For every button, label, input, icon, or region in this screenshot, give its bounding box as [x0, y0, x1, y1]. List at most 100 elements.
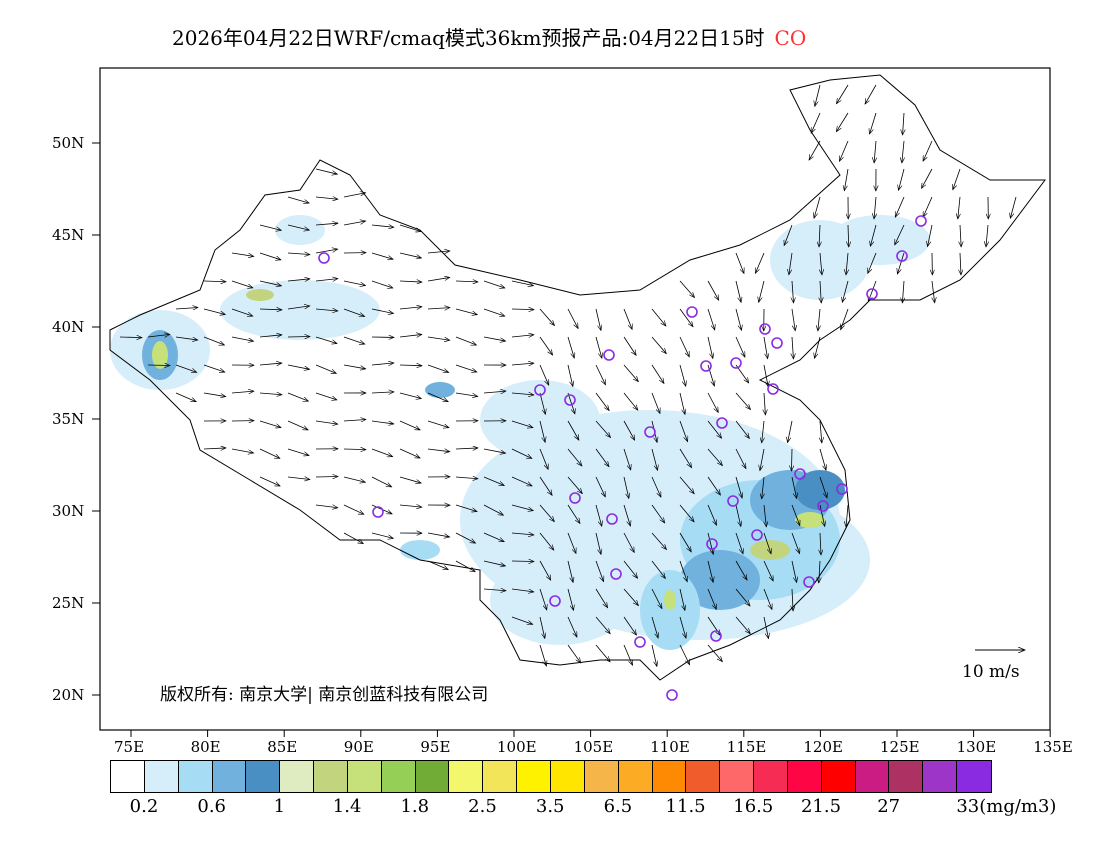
wind-arrow [371, 420, 394, 424]
wind-arrow [792, 336, 793, 359]
wind-scale-label: 10 m/s [962, 662, 1020, 682]
concentration-patch [664, 590, 676, 610]
wind-arrow [399, 252, 421, 258]
wind-arrow [511, 420, 533, 428]
wind-arrow [371, 532, 393, 538]
wind-arrow [836, 84, 849, 104]
wind-arrow [343, 364, 366, 369]
wind-arrow [455, 281, 478, 282]
wind-arrow [764, 504, 766, 527]
lat-tick-label: 30N [52, 502, 85, 520]
colorbar-swatch [754, 761, 788, 792]
wind-arrow [760, 448, 765, 471]
lon-tick-label: 120E [803, 738, 843, 756]
wind-arrow [539, 644, 546, 666]
city-marker [706, 538, 718, 550]
wind-arrow [679, 392, 685, 414]
wind-arrow [175, 307, 198, 309]
wind-arrow [343, 419, 366, 421]
concentration-patch [152, 341, 168, 369]
wind-arrow [960, 224, 961, 247]
wind-arrow [651, 560, 665, 578]
wind-arrow [707, 588, 716, 609]
wind-arrow [315, 197, 338, 199]
city-marker [794, 468, 806, 480]
concentration-patch [275, 215, 325, 245]
wind-arrow [839, 140, 849, 161]
wind-arrow [539, 560, 551, 580]
wind-arrow [902, 280, 904, 303]
wind-arrow [679, 280, 695, 298]
wind-arrow [844, 168, 849, 191]
city-marker [836, 483, 848, 495]
wind-arrow [203, 448, 226, 449]
wind-arrow [762, 476, 764, 499]
wind-arrow [315, 476, 338, 477]
wind-arrow [287, 420, 308, 431]
wind-arrow [427, 364, 449, 372]
wind-arrow [287, 477, 310, 479]
wind-arrow [511, 309, 534, 310]
wind-arrow [567, 560, 573, 582]
city-marker [603, 349, 615, 361]
colorbar-swatch [483, 761, 518, 792]
wind-arrow [539, 336, 553, 355]
wind-arrow [511, 561, 534, 562]
wind-arrow [539, 448, 548, 469]
wind-arrow [931, 280, 935, 303]
lon-tick-label: 130E [956, 738, 997, 756]
wind-arrow [231, 391, 254, 393]
wind-arrow [595, 560, 604, 582]
wind-arrow [651, 504, 665, 523]
lon-tick-label: 90E [343, 738, 374, 756]
wind-arrow [511, 448, 532, 459]
city-marker [716, 417, 728, 429]
wind-arrow [651, 448, 658, 470]
wind-arrow [814, 196, 821, 218]
colorbar-label: 11.5 [665, 796, 706, 817]
wind-arrow [371, 476, 392, 487]
wind-arrow [399, 476, 421, 483]
wind-arrow [922, 140, 933, 161]
wind-arrow [735, 588, 750, 606]
wind-arrow [231, 308, 253, 316]
wind-arrow [371, 252, 393, 259]
city-markers [318, 215, 927, 701]
wind-arrow [399, 505, 422, 507]
wind-arrow [874, 196, 876, 219]
wind-arrow [539, 588, 547, 610]
wind-arrow [735, 532, 743, 554]
wind-arrow [679, 532, 691, 552]
wind-arrow [623, 336, 636, 355]
wind-arrow [287, 196, 309, 203]
wind-arrow [231, 280, 253, 288]
wind-arrow [287, 279, 310, 281]
wind-arrow [759, 280, 765, 302]
wind-arrow [287, 364, 310, 369]
concentration-patch [830, 215, 930, 265]
wind-arrow [651, 616, 658, 638]
wind-arrow [483, 589, 506, 591]
wind-arrow [791, 308, 795, 331]
wind-arrow [399, 365, 422, 366]
city-marker [644, 426, 656, 438]
lat-tick-label: 35N [52, 410, 85, 428]
wind-arrow [848, 224, 849, 247]
wind-arrow [315, 392, 337, 400]
colorbar-swatch [957, 761, 991, 792]
wind-arrow [595, 448, 609, 467]
wind-arrow [679, 476, 694, 494]
colorbar-swatch [111, 761, 145, 792]
wind-arrow [623, 364, 638, 382]
colorbar-label: 0.2 [129, 796, 159, 817]
city-marker [866, 288, 878, 300]
wind-arrow [763, 616, 768, 639]
wind-arrow [651, 336, 666, 354]
wind-arrow [567, 644, 581, 663]
wind-arrow [483, 280, 505, 288]
map-frame [99, 67, 1051, 731]
wind-arrow [315, 223, 338, 225]
colorbar-swatch [246, 761, 281, 792]
wind-arrow [203, 281, 226, 282]
city-marker [803, 576, 815, 588]
